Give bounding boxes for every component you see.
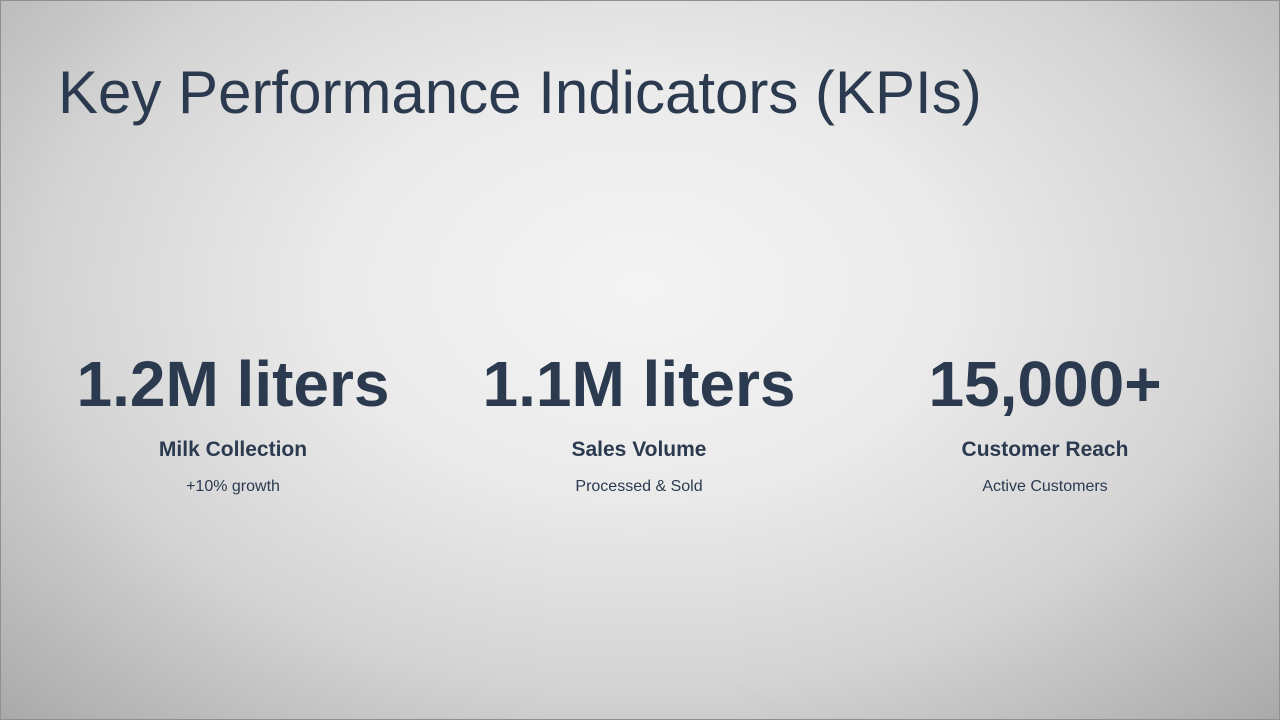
kpi-label: Customer Reach: [961, 438, 1129, 461]
kpi-sublabel: Processed & Sold: [575, 478, 703, 495]
kpi-label: Milk Collection: [158, 438, 308, 461]
kpi-value: 1.2M liters: [76, 348, 390, 420]
kpi-card-sales-volume: 1.1M liters Sales Volume Processed & Sol…: [439, 347, 839, 496]
kpi-label: Sales Volume: [571, 438, 707, 461]
kpi-sublabel: Active Customers: [982, 478, 1108, 495]
kpi-value: 15,000+: [928, 348, 1162, 420]
kpi-card-customer-reach: 15,000+ Customer Reach Active Customers: [845, 347, 1245, 496]
kpi-card-milk-collection: 1.2M liters Milk Collection +10% growth: [33, 347, 433, 496]
kpi-value: 1.1M liters: [482, 348, 796, 420]
slide-title: Key Performance Indicators (KPIs): [58, 59, 982, 126]
kpi-sublabel: +10% growth: [186, 478, 280, 495]
